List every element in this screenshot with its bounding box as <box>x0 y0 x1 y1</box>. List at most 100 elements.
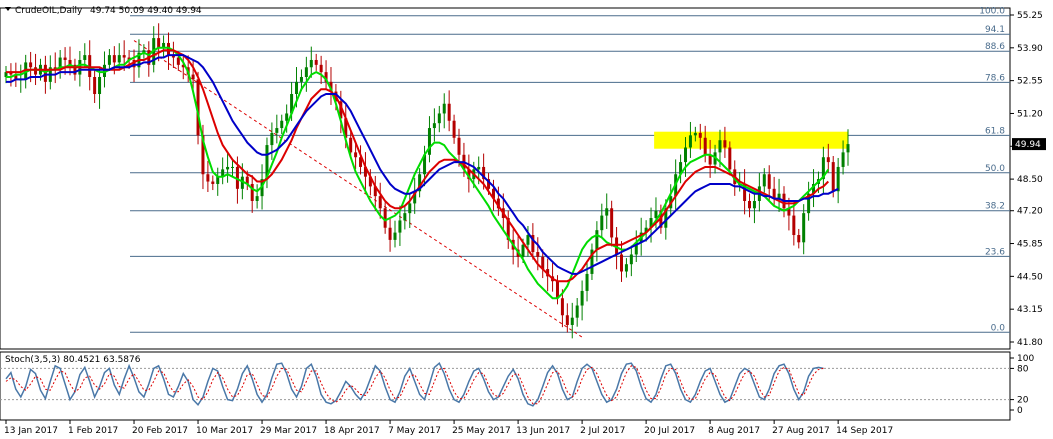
fib-level-label: 88.6 <box>985 42 1005 52</box>
candle-body <box>43 64 47 82</box>
candle-body <box>63 57 67 60</box>
candle-body <box>467 169 471 180</box>
candle-body <box>34 67 38 75</box>
candle-body <box>748 200 752 209</box>
fib-level-label: 94.1 <box>985 25 1005 35</box>
candle-body <box>728 147 732 170</box>
candle-body <box>304 67 308 77</box>
time-axis-label: 25 May 2017 <box>452 426 511 436</box>
candle-body <box>295 81 299 95</box>
candle-body <box>132 59 136 68</box>
candle-body <box>142 50 146 53</box>
candle-body <box>570 317 574 325</box>
candle-body <box>29 62 33 68</box>
candle-body <box>285 113 289 121</box>
candle-body <box>329 81 333 92</box>
time-axis-label: 7 May 2017 <box>388 426 441 436</box>
chart-title: CrudeOIL,Daily 49.74 50.09 49.40 49.94 <box>5 6 202 16</box>
candle-body <box>477 166 481 170</box>
candle-body <box>393 232 397 240</box>
candle-body <box>162 42 166 48</box>
price-axis-label: 45.85 <box>1017 240 1043 250</box>
candle-body <box>378 196 382 209</box>
moving-average-green-line <box>6 46 830 300</box>
candle-body <box>127 57 131 60</box>
candle-body <box>634 242 638 255</box>
candle-body <box>442 103 446 114</box>
candle-body <box>482 166 486 180</box>
candle-body <box>270 132 274 146</box>
candle-body <box>718 140 722 153</box>
candle-body <box>605 208 609 216</box>
candle-body <box>595 230 599 250</box>
candle-body <box>93 76 97 95</box>
candle-body <box>290 94 294 114</box>
candle-body <box>777 193 781 199</box>
candle-body <box>216 176 220 184</box>
time-axis-label: 20 Feb 2017 <box>132 426 188 436</box>
candle-body <box>555 281 559 299</box>
time-axis-label: 18 Apr 2017 <box>324 426 380 436</box>
price-axis-label: 43.15 <box>1017 305 1043 315</box>
candle-body <box>368 176 372 187</box>
candle-body <box>255 196 259 201</box>
candle-body <box>98 76 102 95</box>
candle-body <box>452 120 456 138</box>
candle-body <box>309 59 313 68</box>
candle-body <box>117 55 121 63</box>
candle-body <box>157 38 161 48</box>
price-axis-label: 44.50 <box>1017 272 1043 282</box>
candle-body <box>68 59 72 65</box>
candle-body <box>752 200 756 209</box>
candle-body <box>610 208 614 238</box>
moving-average-layer <box>6 46 839 300</box>
candle-body <box>83 55 87 60</box>
candle-body <box>9 72 13 75</box>
price-axis-label: 47.20 <box>1017 207 1043 217</box>
candle-body <box>206 174 210 182</box>
candle-body <box>575 305 579 318</box>
price-axis: 55.2553.9052.5551.2049.8548.5047.2045.85… <box>1010 11 1043 348</box>
candle-body <box>797 235 801 243</box>
candle-body <box>762 174 766 187</box>
candle-body <box>383 208 387 228</box>
candle-body <box>319 64 323 73</box>
candle-body <box>792 215 796 236</box>
candle-body <box>693 132 697 136</box>
symbol-label: CrudeOIL,Daily <box>15 6 83 16</box>
candle-body <box>265 145 269 180</box>
candle-body <box>560 298 564 316</box>
moving-average-blue-line <box>6 54 839 275</box>
candle-body <box>423 154 427 175</box>
candle-body <box>821 157 825 180</box>
candle-body <box>166 42 170 56</box>
time-axis-label: 8 Aug 2017 <box>708 426 760 436</box>
candle-body <box>767 174 771 189</box>
candle-body <box>240 176 244 189</box>
time-axis-label: 1 Feb 2017 <box>68 426 118 436</box>
candle-body <box>4 72 8 77</box>
candle-body <box>235 166 239 189</box>
price-axis-label: 55.25 <box>1017 11 1043 21</box>
candle-body <box>521 244 525 257</box>
fib-level-label: 100.0 <box>979 7 1005 17</box>
dropdown-triangle-icon[interactable] <box>5 7 11 11</box>
candle-body <box>373 186 377 197</box>
candle-body <box>831 162 835 192</box>
candle-body <box>688 135 692 148</box>
price-axis-label: 51.20 <box>1017 109 1043 119</box>
time-axis-label: 13 Jun 2017 <box>516 426 570 436</box>
candle-body <box>491 188 495 199</box>
candle-body <box>600 215 604 231</box>
candle-body <box>565 315 569 325</box>
candle-body <box>703 137 707 155</box>
candle-body <box>171 55 175 58</box>
candle-body <box>363 166 367 177</box>
stochastic-axis-label: 80 <box>1017 364 1029 374</box>
price-axis-label: 41.80 <box>1017 338 1043 348</box>
fib-level-label: 0.0 <box>991 323 1006 333</box>
candle-body <box>580 290 584 306</box>
resistance-highlight-zone <box>654 131 848 149</box>
candle-body <box>841 152 845 167</box>
